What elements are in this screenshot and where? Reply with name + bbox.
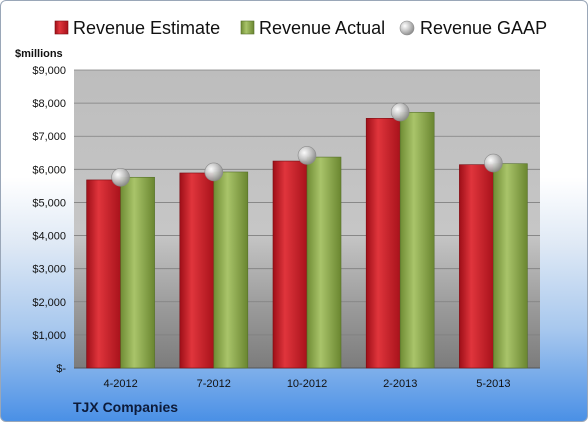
legend-label-actual: Revenue Actual (259, 18, 385, 38)
bar-revenue-actual (306, 156, 342, 369)
x-tick-label: 4-2012 (103, 378, 137, 390)
y-tick-label: $6,000 (32, 164, 66, 176)
chart-title: TJX Companies (73, 399, 178, 415)
marker-revenue-gaap (111, 167, 130, 187)
legend-swatch-actual (240, 20, 255, 35)
bar-revenue-estimate (86, 179, 121, 369)
legend-label-gaap: Revenue GAAP (420, 18, 547, 38)
legend: Revenue Estimate Revenue Actual Revenue … (54, 18, 547, 38)
gaap-markers (111, 102, 503, 187)
x-tick-label: 10-2012 (287, 378, 327, 390)
y-tick-label: $3,000 (32, 264, 66, 276)
bar-revenue-actual (493, 163, 528, 369)
bar-revenue-actual (213, 171, 249, 369)
bar-revenue-estimate (179, 172, 215, 369)
x-tick-label: 5-2013 (476, 378, 510, 390)
bar-revenue-estimate (272, 160, 308, 369)
y-tick-label: $4,000 (32, 231, 66, 243)
y-tick-label: $1,000 (32, 330, 66, 342)
legend-swatch-estimate (54, 20, 69, 35)
x-tick-label: 2-2013 (383, 378, 417, 390)
y-tick-label: $5,000 (32, 197, 66, 209)
x-tick-label: 7-2012 (197, 378, 231, 390)
bar-revenue-estimate (365, 118, 401, 369)
bar-revenue-estimate (459, 164, 494, 369)
marker-revenue-gaap (297, 146, 317, 165)
marker-revenue-gaap (204, 162, 224, 182)
y-tick-label: $2,000 (32, 297, 66, 309)
bar-revenue-actual (120, 176, 155, 369)
y-tick-label: $8,000 (32, 98, 66, 110)
y-tick-label: $7,000 (32, 131, 66, 143)
y-axis-label: $millions (15, 48, 63, 60)
y-tick-label: $9,000 (32, 65, 66, 77)
legend-label-estimate: Revenue Estimate (73, 18, 220, 38)
legend-marker-gaap (399, 20, 415, 36)
bars (86, 112, 528, 369)
y-tick-label: $- (56, 363, 66, 375)
marker-revenue-gaap (484, 153, 503, 173)
x-tick-labels: 4-2012 7-2012 10-2012 2-2013 5-2013 (103, 378, 510, 390)
y-tick-labels: $- $1,000 $2,000 $3,000 $4,000 $5,000 $6,000 $7… (32, 65, 66, 375)
bar-revenue-actual (399, 112, 435, 369)
marker-revenue-gaap (390, 102, 410, 122)
